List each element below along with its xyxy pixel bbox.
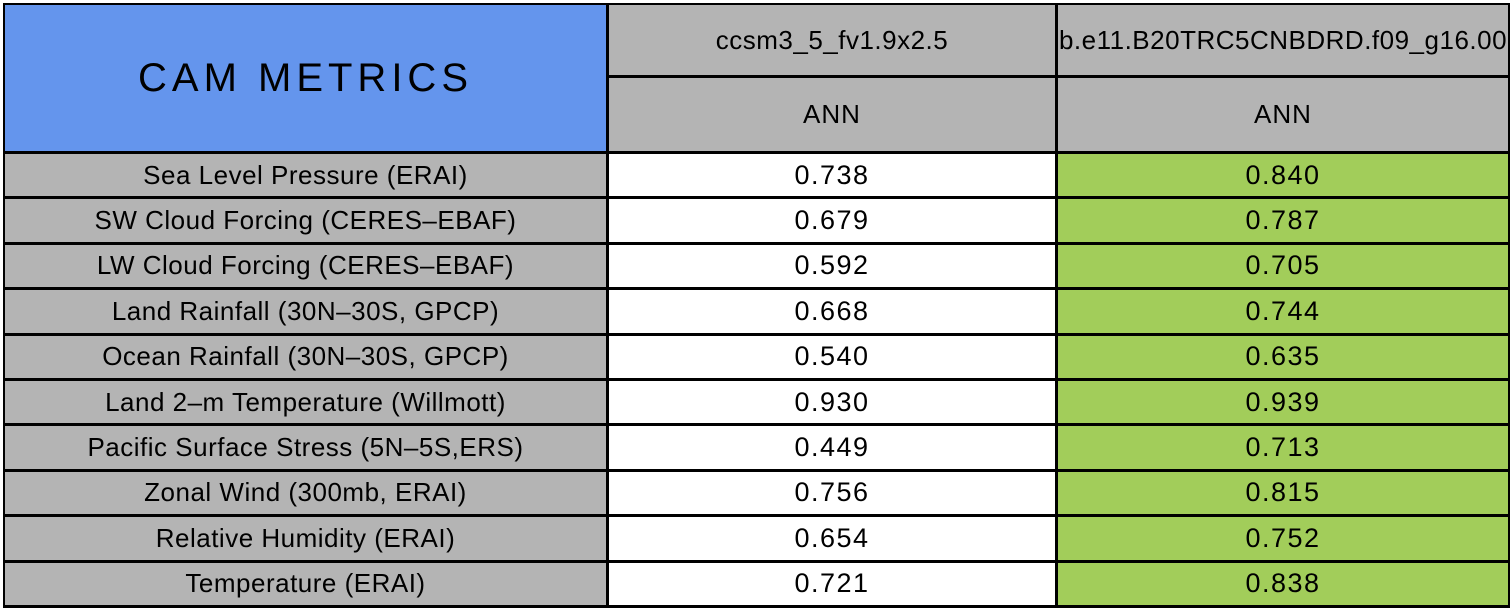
- metric-value-model1: 0.930: [794, 386, 870, 417]
- metric-label: Temperature (ERAI): [185, 568, 426, 599]
- value-cell-model1: 0.930: [609, 381, 1055, 424]
- metric-value-model1: 0.540: [794, 341, 870, 372]
- metric-value-model2: 0.744: [1245, 295, 1321, 326]
- value-cell-model1: 0.738: [609, 154, 1055, 197]
- table-title: CAM METRICS: [138, 55, 473, 100]
- season-header-cell-1: ANN: [609, 78, 1055, 151]
- metric-label-cell: Pacific Surface Stress (5N–5S,ERS): [5, 426, 606, 469]
- value-cell-model1: 0.756: [609, 471, 1055, 515]
- metric-label-cell: Land Rainfall (30N–30S, GPCP): [5, 290, 606, 333]
- season-label-2: ANN: [1254, 99, 1312, 129]
- value-cell-model2: 0.815: [1058, 471, 1508, 515]
- value-cell-model2: 0.744: [1058, 290, 1508, 333]
- metric-label: Land Rainfall (30N–30S, GPCP): [111, 295, 500, 326]
- value-cell-model2: 0.787: [1058, 199, 1508, 242]
- metric-value-model1: 0.668: [794, 295, 870, 326]
- metric-label: Land 2–m Temperature (Willmott): [105, 386, 506, 417]
- metric-value-model1: 0.654: [794, 522, 870, 553]
- metric-value-model1: 0.449: [794, 432, 870, 463]
- cam-metrics-table: CAM METRICS ccsm3_5_fv1.9x2.5 b.e11.B20T…: [3, 3, 1510, 608]
- metric-value-model2: 0.713: [1245, 432, 1321, 463]
- metric-value-model2: 0.635: [1245, 341, 1321, 372]
- value-cell-model1: 0.592: [609, 244, 1055, 288]
- metric-value-model1: 0.592: [794, 250, 870, 281]
- model-name-1: ccsm3_5_fv1.9x2.5: [715, 24, 949, 55]
- value-cell-model2: 0.840: [1058, 154, 1508, 197]
- metric-label: LW Cloud Forcing (CERES–EBAF): [96, 250, 515, 281]
- metric-label-cell: Zonal Wind (300mb, ERAI): [5, 471, 606, 515]
- metric-value-model2: 0.787: [1245, 205, 1321, 236]
- metric-label: Sea Level Pressure (ERAI): [143, 159, 468, 190]
- value-cell-model1: 0.679: [609, 199, 1055, 242]
- value-cell-model2: 0.705: [1058, 244, 1508, 288]
- metric-label-cell: Land 2–m Temperature (Willmott): [5, 381, 606, 424]
- corner-title-cell: CAM METRICS: [5, 5, 606, 151]
- metric-label-cell: SW Cloud Forcing (CERES–EBAF): [5, 199, 606, 242]
- metric-label-cell: Relative Humidity (ERAI): [5, 517, 606, 560]
- metric-label: Ocean Rainfall (30N–30S, GPCP): [102, 341, 509, 372]
- season-header-cell-2: ANN: [1058, 78, 1508, 151]
- value-cell-model1: 0.721: [609, 562, 1055, 605]
- metric-label-cell: Ocean Rainfall (30N–30S, GPCP): [5, 335, 606, 378]
- metric-value-model2: 0.939: [1245, 386, 1321, 417]
- value-cell-model1: 0.449: [609, 426, 1055, 469]
- metric-label: Relative Humidity (ERAI): [155, 522, 456, 553]
- metric-label: Pacific Surface Stress (5N–5S,ERS): [87, 432, 524, 463]
- value-cell-model2: 0.752: [1058, 517, 1508, 560]
- model-header-cell-1: ccsm3_5_fv1.9x2.5: [609, 5, 1055, 75]
- value-cell-model2: 0.713: [1058, 426, 1508, 469]
- metric-value-model2: 0.815: [1245, 477, 1321, 508]
- metric-label: Zonal Wind (300mb, ERAI): [144, 477, 467, 508]
- metric-label-cell: Temperature (ERAI): [5, 562, 606, 605]
- model-header-cell-2: b.e11.B20TRC5CNBDRD.f09_g16.00: [1058, 5, 1508, 75]
- metric-value-model2: 0.840: [1245, 159, 1321, 190]
- value-cell-model1: 0.654: [609, 517, 1055, 560]
- metric-label-cell: LW Cloud Forcing (CERES–EBAF): [5, 244, 606, 288]
- metric-value-model1: 0.738: [794, 159, 870, 190]
- metric-label: SW Cloud Forcing (CERES–EBAF): [94, 205, 517, 236]
- metric-value-model1: 0.756: [794, 477, 870, 508]
- value-cell-model2: 0.838: [1058, 562, 1508, 605]
- metric-value-model1: 0.679: [794, 205, 870, 236]
- metric-label-cell: Sea Level Pressure (ERAI): [5, 154, 606, 197]
- value-cell-model1: 0.668: [609, 290, 1055, 333]
- metric-value-model2: 0.705: [1245, 250, 1321, 281]
- season-label-1: ANN: [803, 99, 861, 129]
- model-name-2: b.e11.B20TRC5CNBDRD.f09_g16.00: [1058, 24, 1508, 55]
- metric-value-model1: 0.721: [794, 568, 870, 599]
- value-cell-model1: 0.540: [609, 335, 1055, 378]
- value-cell-model2: 0.635: [1058, 335, 1508, 378]
- metric-value-model2: 0.752: [1245, 522, 1321, 553]
- value-cell-model2: 0.939: [1058, 381, 1508, 424]
- metric-value-model2: 0.838: [1245, 568, 1321, 599]
